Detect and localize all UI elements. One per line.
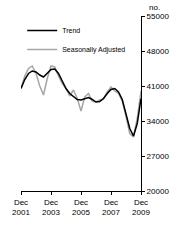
svg-text:Dec2009: Dec2009 <box>132 198 150 217</box>
svg-text:41000: 41000 <box>147 82 170 91</box>
svg-text:34000: 34000 <box>147 117 170 126</box>
svg-text:Dec2005: Dec2005 <box>72 198 90 217</box>
svg-text:27000: 27000 <box>147 152 170 161</box>
svg-text:55000: 55000 <box>147 12 170 21</box>
svg-text:no.: no. <box>149 3 160 12</box>
svg-text:48000: 48000 <box>147 47 170 56</box>
svg-text:20000: 20000 <box>147 187 170 196</box>
svg-text:Seasonally Adjusted: Seasonally Adjusted <box>62 46 125 54</box>
svg-text:Dec2001: Dec2001 <box>12 198 30 217</box>
svg-text:Dec2003: Dec2003 <box>42 198 60 217</box>
svg-text:Trend: Trend <box>62 27 80 34</box>
svg-text:Dec2007: Dec2007 <box>102 198 120 217</box>
